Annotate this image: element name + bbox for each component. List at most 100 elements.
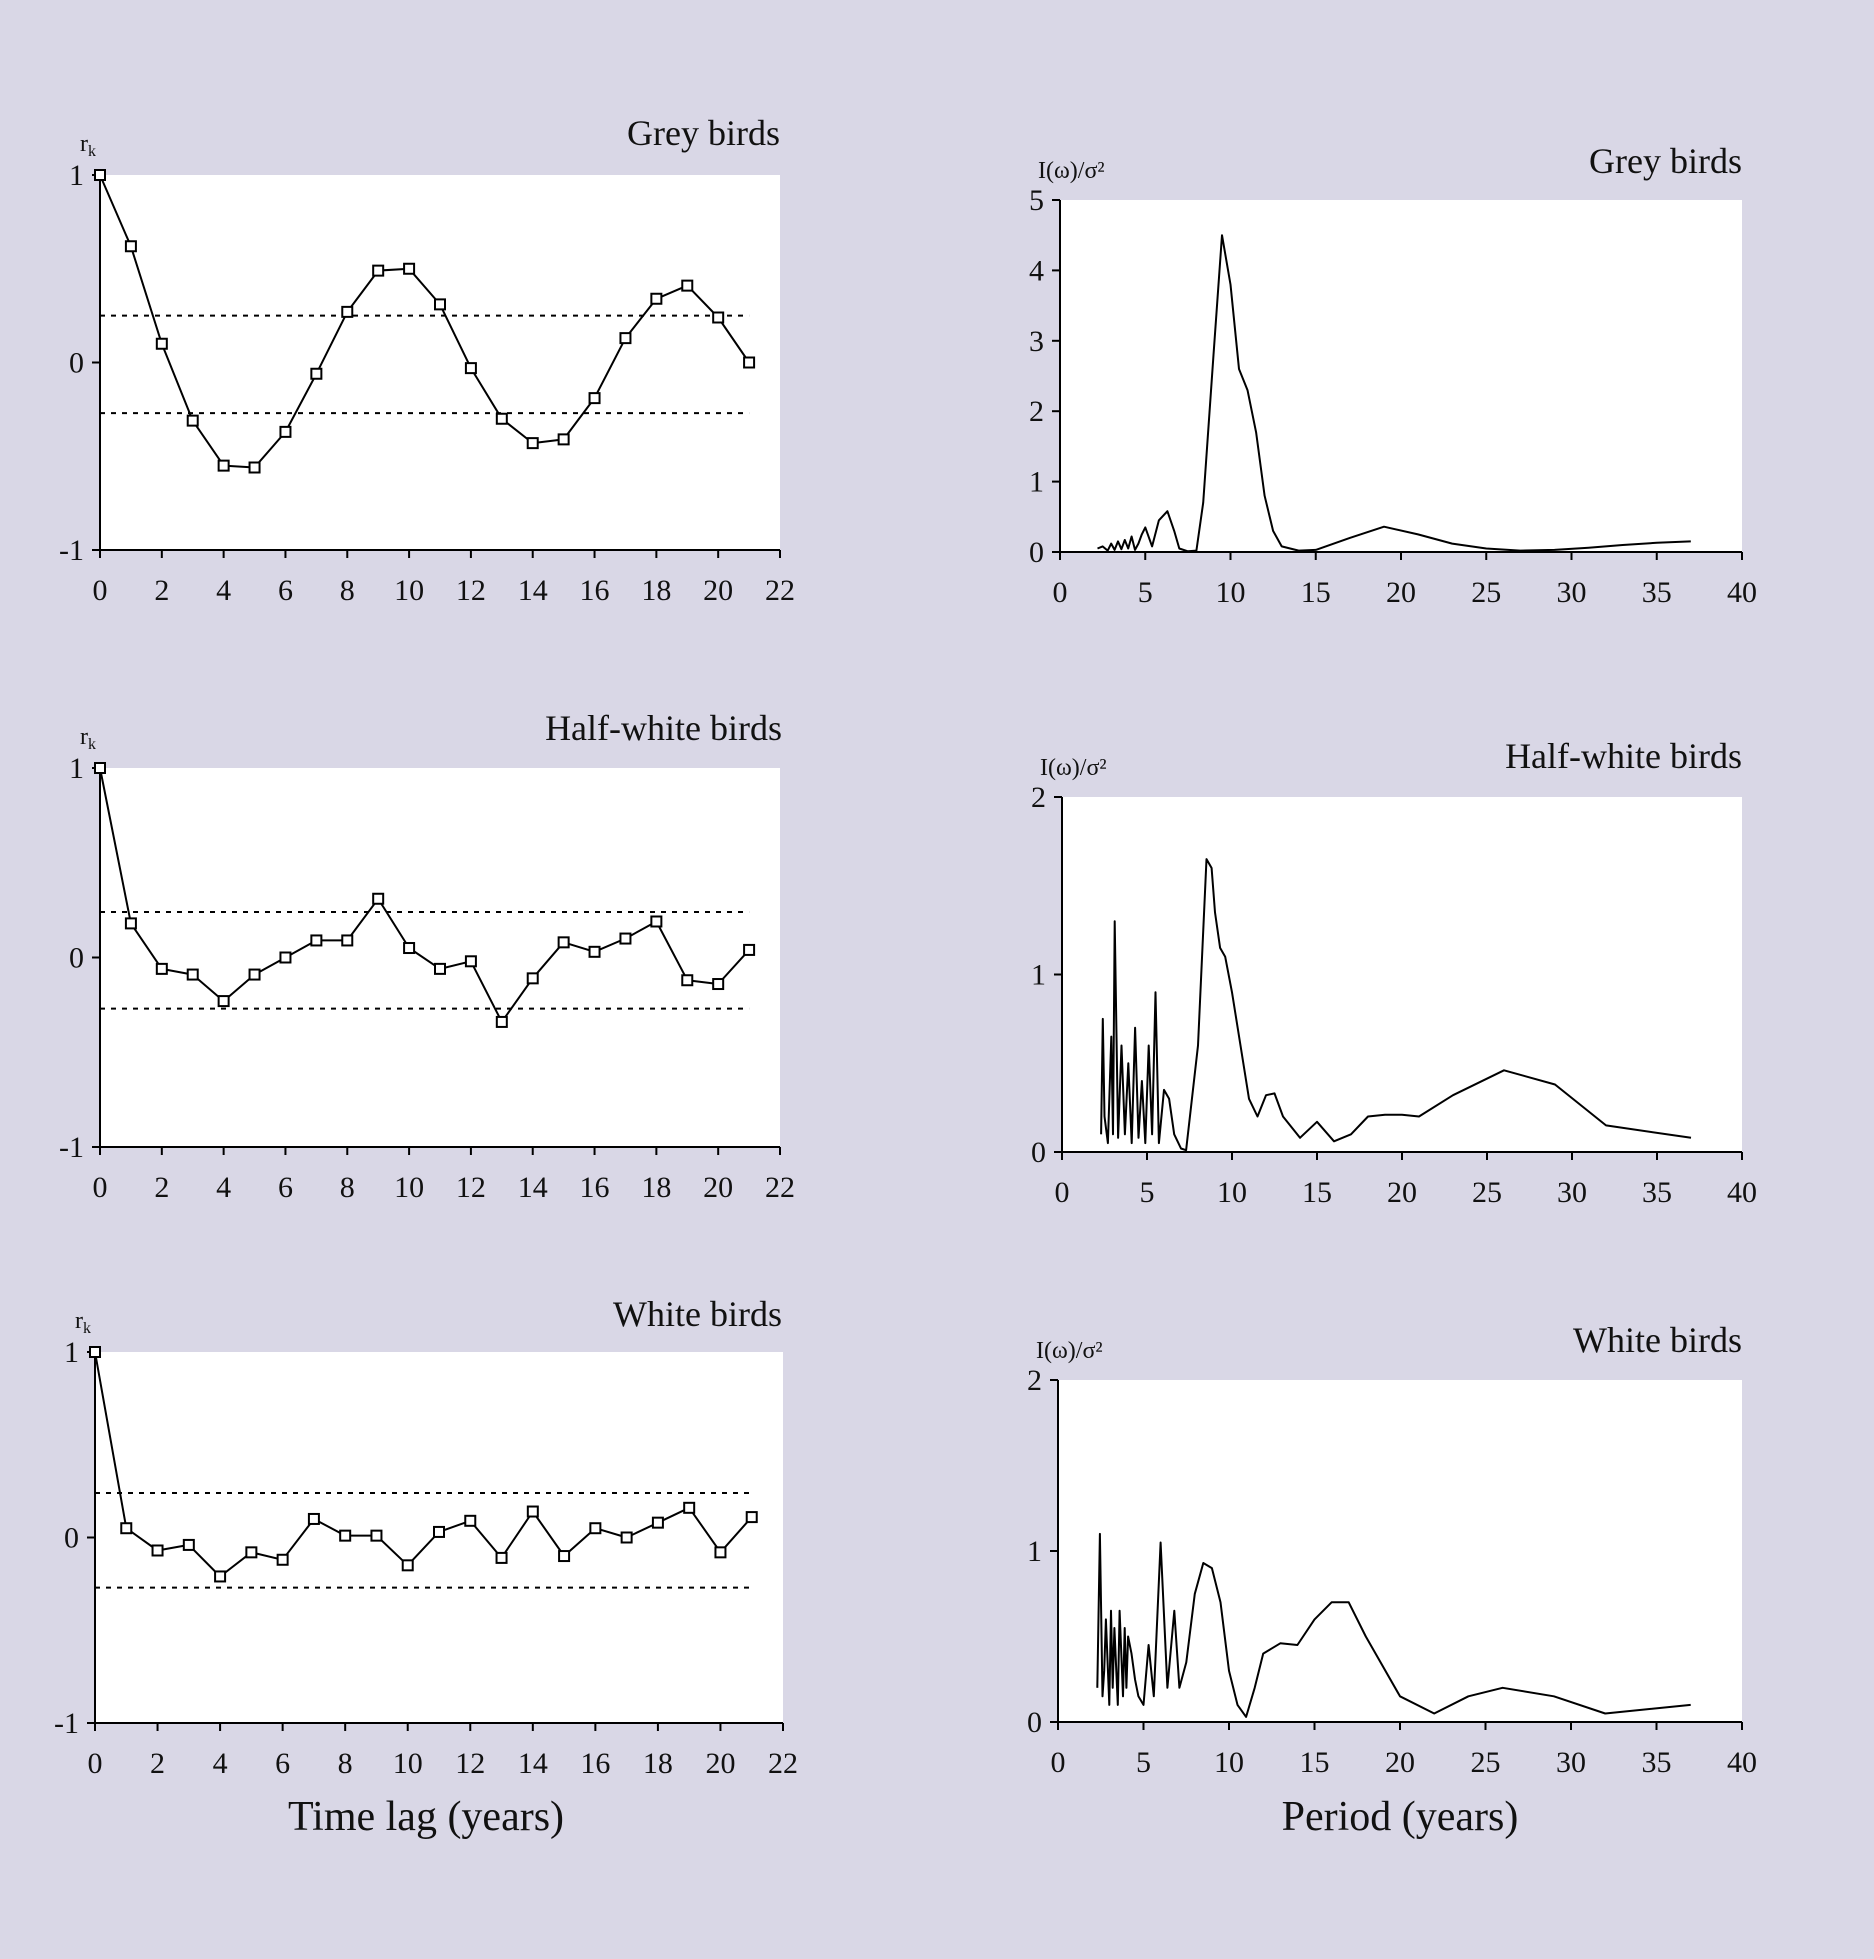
- y-tick-group: -1 0 1: [54, 1336, 95, 1740]
- x-tick-label: 14: [518, 574, 548, 607]
- x-tick-group: 0 5 10 15 20 25 30 35 40: [1055, 1152, 1757, 1209]
- x-tick-label: 8: [340, 1171, 355, 1204]
- data-point-marker: [248, 968, 261, 981]
- x-tick-label: 15: [1300, 1746, 1330, 1779]
- x-tick-label: 4: [213, 1747, 228, 1780]
- data-point-marker: [339, 1529, 352, 1542]
- plot-area: [1060, 200, 1742, 552]
- data-point-marker: [120, 1522, 133, 1535]
- panel-title: Half-white birds: [545, 708, 782, 748]
- y-tick-label: 0: [69, 347, 84, 380]
- y-tick-label: 1: [64, 1336, 79, 1369]
- x-tick-label: 10: [1216, 576, 1246, 609]
- data-point-marker: [248, 461, 261, 474]
- series-line: [99, 767, 750, 1023]
- data-point-marker: [341, 305, 354, 318]
- x-tick-label: 16: [580, 574, 610, 607]
- x-tick-label: 4: [216, 574, 231, 607]
- data-point-marker: [182, 1538, 195, 1551]
- panel-title: White birds: [1573, 1320, 1742, 1360]
- data-point-marker: [403, 942, 416, 955]
- x-tick-label: 18: [641, 574, 671, 607]
- data-point-marker: [588, 392, 601, 405]
- x-tick-label: 6: [278, 1171, 293, 1204]
- y-tick-label: 3: [1029, 325, 1044, 358]
- data-point-marker: [620, 1531, 633, 1544]
- data-point-marker: [714, 1546, 727, 1559]
- x-tick-label: 10: [394, 1171, 424, 1204]
- data-point-marker: [370, 1529, 383, 1542]
- x-tick-label: 25: [1471, 1746, 1501, 1779]
- data-point-marker: [279, 951, 292, 964]
- data-point-marker: [495, 1551, 508, 1564]
- data-point-marker: [464, 362, 477, 375]
- data-point-marker: [217, 459, 230, 472]
- x-tick-label: 18: [641, 1171, 671, 1204]
- data-point-marker: [526, 972, 539, 985]
- y-tick-label: 0: [64, 1522, 79, 1555]
- y-tick-label: 1: [1027, 1535, 1042, 1568]
- x-tick-label: 25: [1472, 1176, 1502, 1209]
- plot-area: [1062, 797, 1742, 1152]
- x-tick-label: 35: [1642, 1176, 1672, 1209]
- x-tick-label: 10: [1217, 1176, 1247, 1209]
- data-point-marker: [151, 1544, 164, 1557]
- data-point-marker: [155, 337, 168, 350]
- y-axis-label: rk: [75, 1308, 91, 1337]
- data-point-marker: [651, 1516, 664, 1529]
- data-point-marker: [245, 1546, 258, 1559]
- y-tick-group: 0 1 2 3 4 5: [1029, 184, 1060, 569]
- x-tick-group: 0 5 10 15 20 25 30 35 40: [1051, 1722, 1757, 1779]
- data-point-marker: [588, 945, 601, 958]
- data-point-marker: [495, 1015, 508, 1028]
- x-tick-label: 20: [703, 574, 733, 607]
- x-tick-label: 22: [768, 1747, 798, 1780]
- data-point-marker: [558, 1550, 571, 1563]
- data-point-marker: [745, 1511, 758, 1524]
- data-point-marker: [276, 1553, 289, 1566]
- data-point-marker: [372, 264, 385, 277]
- y-tick-group: -1 0 1: [59, 159, 100, 567]
- data-point-marker: [464, 955, 477, 968]
- x-tick-label: 0: [88, 1747, 103, 1780]
- data-point-marker: [279, 425, 292, 438]
- data-point-marker: [433, 1525, 445, 1538]
- right-x-axis-label: Period (years): [1282, 1794, 1519, 1840]
- y-tick-label: 1: [1029, 466, 1044, 499]
- data-point-marker: [650, 915, 663, 928]
- data-point-marker: [650, 292, 663, 305]
- data-point-marker: [155, 962, 168, 975]
- series-line: [1097, 234, 1691, 553]
- panel-title: Grey birds: [1589, 141, 1742, 181]
- x-tick-label: 40: [1727, 1176, 1757, 1209]
- plot-area: [100, 768, 780, 1147]
- x-tick-label: 8: [340, 574, 355, 607]
- panel-acf-2: White birds rk 0 2 4 6 8 10 12 14 16 18 20 22 -1 0 1: [54, 1294, 798, 1780]
- data-point-marker: [307, 1512, 320, 1525]
- data-point-marker: [372, 892, 385, 905]
- panel-title: Grey birds: [627, 113, 780, 153]
- x-tick-label: 15: [1302, 1176, 1332, 1209]
- x-tick-label: 30: [1556, 1746, 1586, 1779]
- plot-area: [1058, 1380, 1742, 1722]
- y-tick-label: 1: [1031, 959, 1046, 992]
- x-tick-label: 4: [216, 1171, 231, 1204]
- data-point-marker: [310, 367, 323, 380]
- series-line: [1100, 858, 1692, 1152]
- x-tick-label: 14: [518, 1171, 548, 1204]
- panel-periodogram-3: Grey birds I(ω)/σ² 0 5 10 15 20 25 30 35 40 0 1 2 3 4 5: [1029, 141, 1757, 609]
- left-x-axis-label: Time lag (years): [288, 1794, 564, 1840]
- y-tick-label: 2: [1027, 1364, 1042, 1397]
- x-tick-label: 6: [278, 574, 293, 607]
- data-point-marker: [186, 968, 199, 981]
- y-tick-group: 0 1 2: [1031, 781, 1062, 1169]
- plot-area: [100, 175, 780, 550]
- x-tick-label: 8: [338, 1747, 353, 1780]
- x-tick-label: 20: [1386, 576, 1416, 609]
- y-axis-label: rk: [80, 131, 96, 160]
- x-tick-label: 35: [1642, 1746, 1672, 1779]
- y-axis-label: I(ω)/σ²: [1036, 1338, 1103, 1364]
- data-point-marker: [526, 437, 539, 450]
